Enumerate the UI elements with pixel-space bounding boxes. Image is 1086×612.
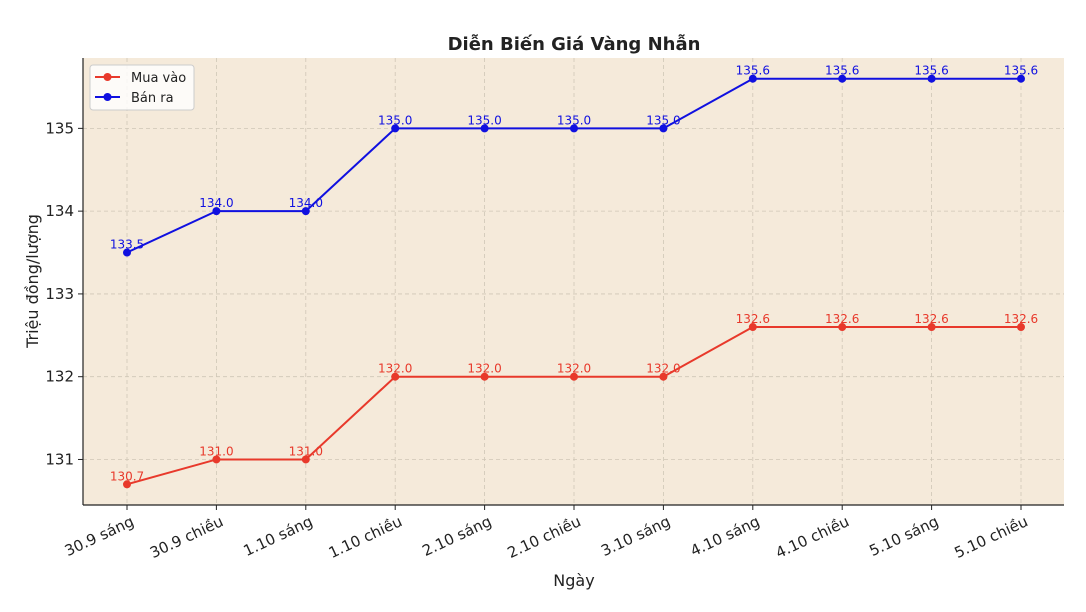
data-point xyxy=(212,207,221,216)
data-point xyxy=(1017,74,1025,83)
data-point xyxy=(1017,323,1025,332)
x-tick-label: 4.10 chiều xyxy=(773,512,852,562)
data-label: 135.0 xyxy=(646,113,680,127)
x-tick-label: 1.10 chiều xyxy=(326,512,405,562)
data-point xyxy=(659,124,668,133)
data-label: 135.6 xyxy=(736,64,770,78)
data-label: 132.0 xyxy=(557,362,591,376)
legend: Mua vào Bán ra xyxy=(89,64,195,111)
data-label: 134.0 xyxy=(199,196,233,210)
data-point xyxy=(838,323,847,332)
legend-label: Mua vào xyxy=(131,71,186,86)
data-label: 135.6 xyxy=(1004,64,1038,78)
data-point xyxy=(391,372,400,381)
data-label: 132.0 xyxy=(467,362,501,376)
y-tick-label: 131 xyxy=(45,450,74,468)
data-point xyxy=(748,74,757,83)
data-label: 130.7 xyxy=(110,469,144,483)
data-label: 133.5 xyxy=(110,238,144,252)
data-label: 135.0 xyxy=(557,113,591,127)
data-label: 132.6 xyxy=(736,312,770,326)
x-tick-label: 3.10 sáng xyxy=(598,512,673,560)
data-point xyxy=(927,74,936,83)
y-tick-label: 132 xyxy=(45,368,74,386)
data-point xyxy=(838,74,847,83)
y-tick-label: 133 xyxy=(45,285,74,303)
x-tick-label: 2.10 chiều xyxy=(505,512,584,562)
data-point xyxy=(301,207,310,216)
data-label: 131.0 xyxy=(289,444,323,458)
data-label: 135.6 xyxy=(825,64,859,78)
data-label: 134.0 xyxy=(289,196,323,210)
data-label: 135.6 xyxy=(914,64,948,78)
x-tick-label: 30.9 sáng xyxy=(62,512,137,560)
data-label: 131.0 xyxy=(199,444,233,458)
x-tick-label: 2.10 sáng xyxy=(419,512,494,560)
x-axis-label: Ngày xyxy=(553,571,594,590)
x-tick-label: 1.10 sáng xyxy=(241,512,316,560)
data-label: 132.6 xyxy=(1004,312,1038,326)
data-point xyxy=(570,124,578,133)
data-point xyxy=(123,480,131,489)
y-tick-label: 135 xyxy=(45,119,74,137)
x-tick-label: 30.9 chiều xyxy=(147,512,226,562)
y-axis-label: Triệu đồng/lượng xyxy=(23,214,42,349)
data-label: 132.0 xyxy=(646,362,680,376)
data-point xyxy=(123,248,131,257)
data-label: 132.6 xyxy=(825,312,859,326)
x-tick-label: 5.10 chiều xyxy=(952,512,1031,562)
data-point xyxy=(570,372,578,381)
data-point xyxy=(748,323,757,332)
y-tick-label: 134 xyxy=(45,202,74,220)
data-point xyxy=(391,124,400,133)
data-label: 132.6 xyxy=(914,312,948,326)
data-point xyxy=(212,455,221,464)
data-point xyxy=(480,372,489,381)
data-point xyxy=(927,323,936,332)
x-tick-label: 4.10 sáng xyxy=(688,512,763,560)
data-point xyxy=(659,372,668,381)
plot-area xyxy=(83,58,1064,505)
data-label: 135.0 xyxy=(467,113,501,127)
data-point xyxy=(301,455,310,464)
legend-label: Bán ra xyxy=(131,91,174,106)
chart-title: Diễn Biến Giá Vàng Nhẫn xyxy=(448,33,701,55)
data-label: 135.0 xyxy=(378,113,412,127)
x-tick-label: 5.10 sáng xyxy=(866,512,941,560)
axes xyxy=(78,58,1064,510)
legend-marker xyxy=(103,93,112,101)
series-layer: 130.7 131.0 131.0 132.0 132.0 132.0 132.0 132.6… xyxy=(110,64,1038,489)
legend-marker xyxy=(103,73,112,81)
data-point xyxy=(480,124,489,133)
data-label: 132.0 xyxy=(378,362,412,376)
